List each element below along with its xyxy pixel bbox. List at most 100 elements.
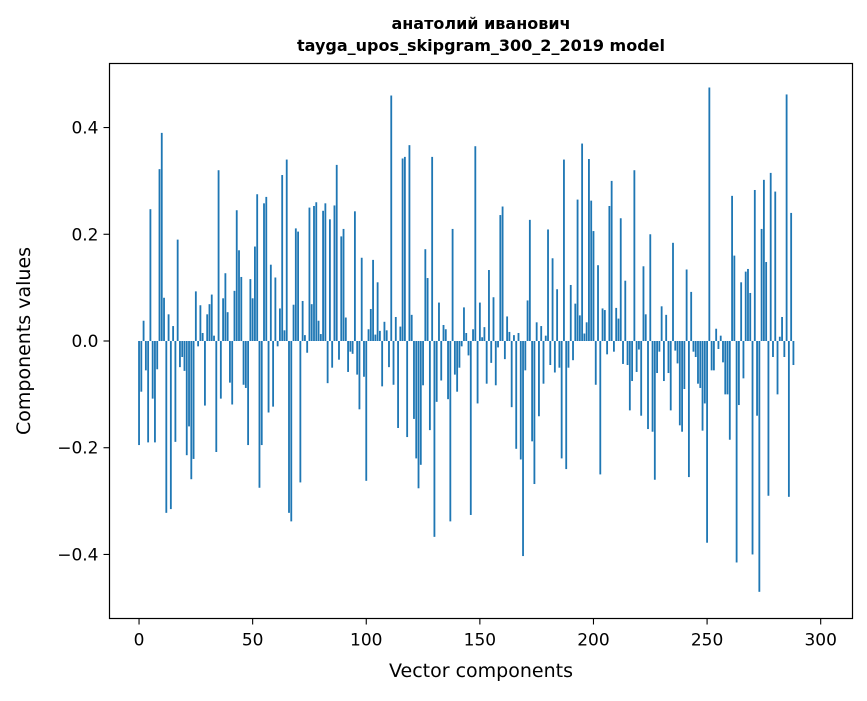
bar-component-112	[392, 341, 395, 385]
bar-component-169	[522, 341, 524, 557]
x-tick-label-0: 0	[134, 631, 145, 651]
bar-component-123	[417, 341, 420, 489]
bar-component-286	[787, 341, 790, 497]
bar-component-116	[401, 158, 404, 341]
bar-component-20	[183, 341, 186, 371]
bar-component-272	[756, 341, 758, 416]
bar-component-63	[281, 175, 284, 341]
bar-component-260	[728, 341, 731, 440]
bar-component-87	[335, 164, 338, 341]
bar-component-68	[292, 304, 295, 341]
bar-component-288	[792, 341, 795, 366]
bar-component-44	[238, 250, 240, 341]
bar-component-198	[588, 159, 590, 341]
bar-component-168	[519, 341, 522, 460]
bar-component-74	[306, 341, 309, 353]
bar-component-11	[163, 297, 165, 341]
bar-component-281	[776, 341, 779, 395]
bar-component-275	[762, 179, 765, 341]
y-tick-label-0: −0.4	[57, 545, 98, 565]
bar-component-118	[406, 341, 409, 438]
bar-component-224	[647, 341, 649, 430]
bar-component-138	[451, 228, 454, 341]
x-tick-label-100: 100	[350, 631, 382, 651]
bar-component-3	[144, 341, 147, 371]
bar-component-78	[315, 202, 318, 341]
bar-component-14	[169, 341, 172, 510]
bar-component-85	[331, 341, 334, 368]
bar-component-187	[563, 159, 565, 341]
bar-component-155	[490, 341, 493, 363]
bar-component-180	[547, 229, 549, 341]
bar-component-33	[213, 335, 215, 341]
bar-component-24	[192, 341, 195, 459]
bar-component-64	[283, 330, 286, 341]
bar-component-95	[353, 211, 356, 341]
bar-component-170	[524, 341, 527, 371]
bar-component-223	[644, 314, 647, 341]
bar-component-73	[304, 335, 306, 341]
bar-component-23	[190, 341, 193, 480]
bar-component-203	[599, 341, 602, 475]
bar-component-287	[790, 212, 793, 341]
bar-component-259	[726, 341, 729, 395]
y-tick-label-4: 0.4	[71, 119, 98, 139]
bar-component-107	[381, 341, 384, 387]
bar-component-255	[717, 341, 720, 349]
bar-component-177	[540, 326, 543, 341]
bar-component-110	[388, 341, 390, 368]
bar-component-130	[433, 341, 436, 537]
bar-component-284	[783, 341, 786, 358]
bar-component-57	[267, 341, 270, 413]
bar-component-157	[494, 341, 497, 386]
bar-component-83	[326, 341, 329, 384]
bar-component-175	[535, 322, 538, 341]
bar-component-141	[458, 341, 461, 368]
bar-component-221	[640, 341, 643, 416]
x-tick-label-200: 200	[577, 631, 609, 651]
bar-component-47	[244, 341, 247, 388]
bar-component-126	[424, 249, 427, 341]
x-axis-ticks: 0 50 100 150 200 250 300	[134, 618, 837, 651]
bar-component-6	[151, 341, 154, 399]
bar-component-262	[733, 255, 736, 341]
bar-component-51	[254, 246, 256, 341]
bar-component-21	[185, 341, 188, 456]
bar-component-128	[428, 341, 431, 431]
bar-component-250	[706, 341, 708, 543]
x-axis-label: Vector components	[389, 660, 573, 682]
bar-component-152	[483, 327, 486, 342]
bar-component-227	[653, 341, 656, 480]
bar-component-164	[510, 341, 513, 408]
bar-component-103	[372, 259, 374, 341]
bar-component-277	[767, 341, 770, 496]
bar-component-192	[574, 303, 577, 341]
bar-component-153	[485, 341, 488, 384]
bar-component-119	[408, 145, 411, 341]
bar-component-222	[642, 266, 645, 341]
bar-component-54	[260, 341, 263, 446]
bar-component-162	[506, 316, 509, 341]
bar-component-100	[365, 341, 368, 481]
bar-component-140	[456, 341, 459, 392]
bar-component-48	[247, 341, 250, 446]
bars-group	[138, 87, 795, 592]
bar-component-30	[206, 314, 209, 341]
bar-component-146	[469, 341, 472, 515]
bar-component-79	[317, 320, 320, 341]
bar-component-26	[197, 341, 200, 347]
bar-component-42	[233, 290, 236, 341]
bar-component-127	[426, 278, 429, 341]
bar-component-184	[556, 289, 559, 341]
bar-component-72	[301, 300, 304, 341]
bar-component-237	[676, 341, 679, 364]
bar-component-28	[201, 333, 204, 341]
bar-component-50	[251, 298, 254, 341]
bar-component-214	[624, 280, 627, 341]
bar-component-257	[722, 341, 724, 363]
bar-component-81	[322, 210, 324, 341]
bar-component-120	[410, 314, 413, 341]
bar-component-89	[340, 236, 343, 341]
bar-component-53	[258, 341, 261, 488]
bar-component-215	[626, 341, 629, 366]
